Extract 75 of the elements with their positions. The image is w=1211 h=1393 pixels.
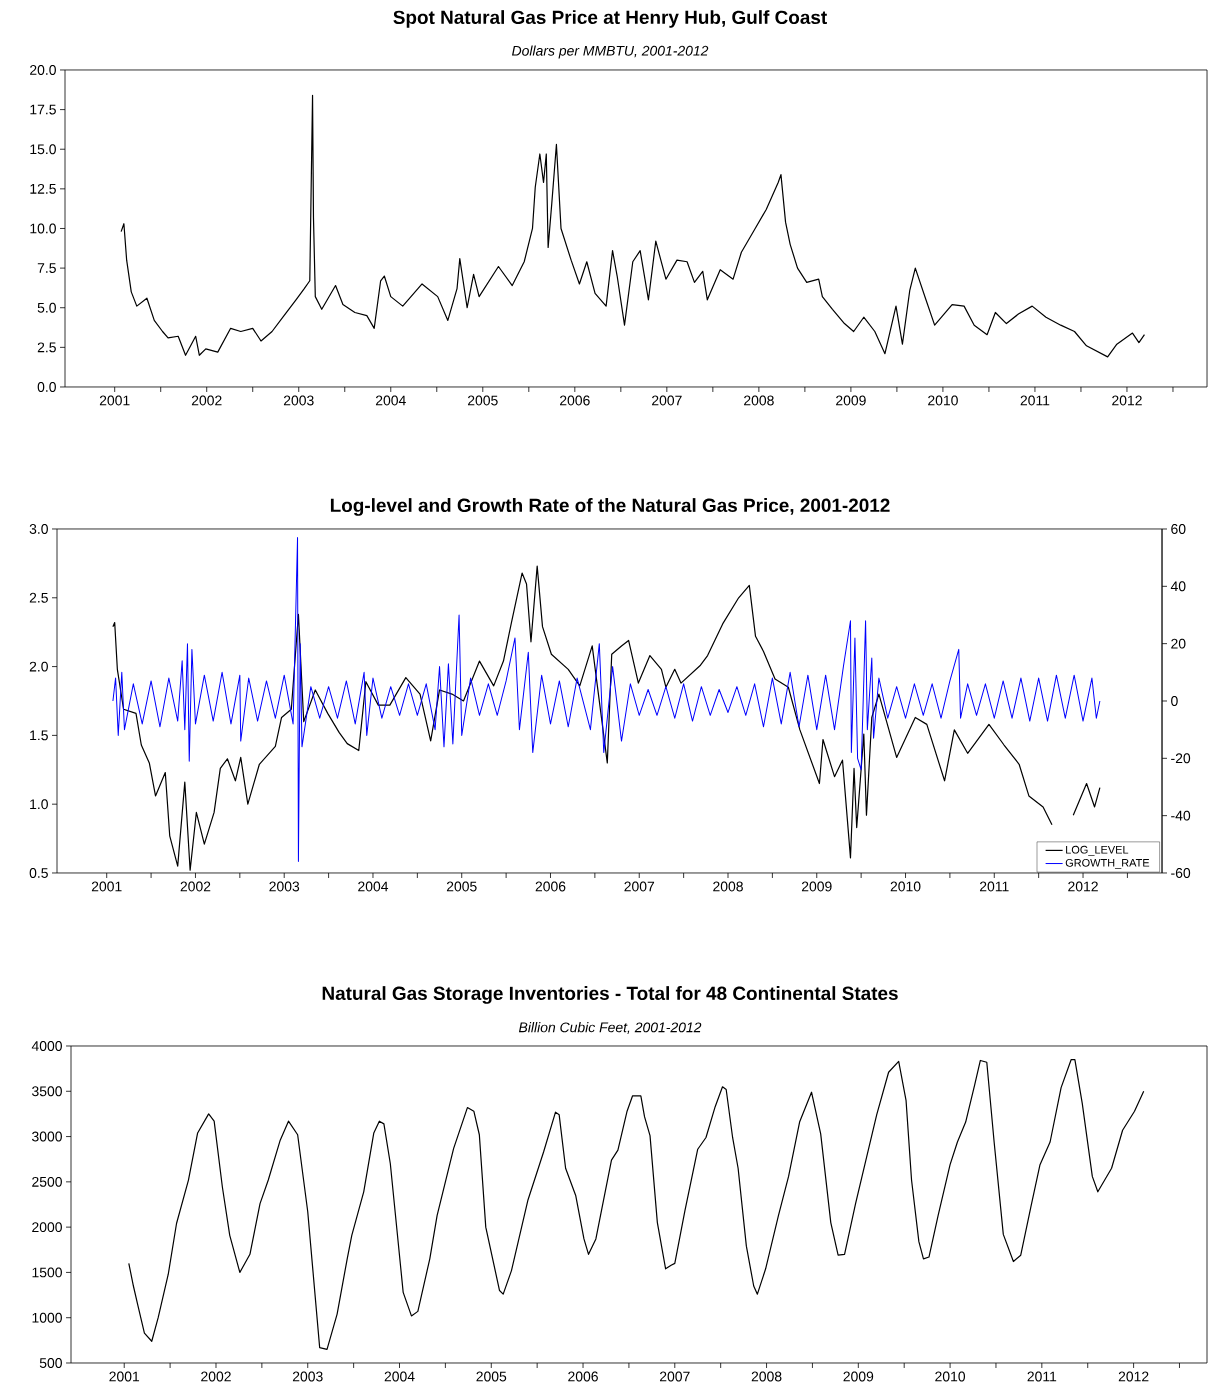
- y-tick-label: 3000: [32, 1131, 62, 1142]
- x-tick-label: 2008: [744, 395, 774, 406]
- x-tick-label: 2009: [836, 395, 866, 406]
- y-tick-label: 3500: [32, 1086, 62, 1097]
- y-tick-label: 0.5: [29, 868, 48, 878]
- legend-label: GROWTH_RATE: [1065, 858, 1150, 869]
- y-tick-label: 1500: [32, 1267, 62, 1278]
- y2-tick-label: 0: [1171, 696, 1178, 706]
- line-series: [128, 1058, 1145, 1351]
- x-tick-label: 2002: [191, 395, 222, 406]
- y2-tick-label: 20: [1171, 638, 1186, 649]
- y-tick-label: 2000: [32, 1222, 62, 1233]
- x-tick-label: 2002: [201, 1371, 231, 1382]
- y-tick-label: 1.0: [30, 799, 48, 810]
- y-tick-label: 1.5: [30, 730, 48, 741]
- x-tick-label: 2003: [292, 1371, 323, 1382]
- x-tick-label: 2003: [283, 395, 314, 406]
- x-tick-label: 2002: [180, 881, 211, 892]
- x-tick-label: 2011: [979, 881, 1009, 892]
- x-tick-label: 2008: [751, 1371, 782, 1382]
- y-tick-label: 20.0: [30, 65, 56, 75]
- y-tick-label: 0.0: [37, 382, 56, 392]
- y-tick-label: 2.5: [29, 592, 48, 603]
- chart-title: Natural Gas Storage Inventories - Total for 48 Continental States: [322, 986, 898, 1004]
- x-tick-label: 2008: [713, 881, 743, 892]
- y-tick-label: 10.0: [30, 223, 56, 234]
- y-tick-label: 4000: [31, 1041, 62, 1051]
- y-tick-label: 500: [39, 1358, 62, 1368]
- x-tick-label: 2011: [1027, 1371, 1057, 1382]
- x-tick-label: 2012: [1068, 881, 1098, 892]
- x-tick-label: 2007: [659, 1371, 690, 1382]
- x-tick-label: 2009: [843, 1371, 874, 1382]
- y-tick-label: 1000: [32, 1312, 62, 1323]
- x-tick-label: 2005: [467, 395, 498, 406]
- legend-label: LOG_LEVEL: [1066, 845, 1129, 856]
- y2-tick-label: 40: [1170, 581, 1186, 592]
- y2-tick-label: -20: [1171, 753, 1191, 764]
- x-tick-label: 2011: [1020, 395, 1050, 406]
- x-tick-label: 2012: [1112, 395, 1142, 406]
- x-tick-label: 2012: [1118, 1371, 1149, 1382]
- x-tick-label: 2001: [91, 881, 122, 892]
- y-tick-label: 5.0: [37, 302, 56, 313]
- y-tick-label: 2.5: [37, 342, 56, 353]
- y-tick-label: 17.5: [30, 104, 56, 115]
- x-tick-label: 2005: [476, 1371, 507, 1382]
- y-tick-label: 7.5: [37, 263, 56, 273]
- x-tick-label: 2009: [801, 881, 832, 892]
- x-tick-label: 2006: [560, 395, 590, 406]
- x-tick-label: 2006: [568, 1371, 598, 1382]
- x-tick-label: 2004: [384, 1371, 415, 1382]
- y2-tick-label: -60: [1171, 868, 1191, 878]
- y2-tick-label: -40: [1171, 810, 1191, 821]
- x-tick-label: 2005: [446, 881, 477, 892]
- x-tick-label: 2004: [375, 395, 406, 406]
- x-tick-label: 2010: [890, 881, 921, 892]
- line-series: [120, 94, 1146, 358]
- y-tick-label: 3.0: [29, 524, 48, 534]
- x-tick-label: 2010: [935, 1371, 966, 1382]
- x-tick-label: 2007: [624, 881, 655, 892]
- y-tick-label: 2500: [32, 1176, 62, 1187]
- y-tick-label: 2.0: [29, 661, 48, 672]
- y-tick-label: 15.0: [30, 144, 56, 155]
- x-tick-label: 2001: [109, 1371, 140, 1382]
- x-tick-label: 2004: [358, 881, 389, 892]
- chart-title: Log-level and Growth Rate of the Natural Gas Price, 2001-2012: [330, 498, 890, 516]
- chart-title: Spot Natural Gas Price at Henry Hub, Gulf Coast: [393, 10, 827, 28]
- x-tick-label: 2001: [99, 395, 130, 406]
- y2-tick-label: 60: [1171, 524, 1186, 534]
- chart-subtitle: Dollars per MMBTU, 2001-2012: [511, 45, 709, 59]
- x-tick-label: 2003: [269, 881, 300, 892]
- y-tick-label: 12.5: [30, 183, 56, 194]
- x-tick-label: 2007: [652, 395, 682, 406]
- x-tick-label: 2010: [928, 395, 958, 406]
- x-tick-label: 2006: [535, 881, 566, 892]
- chart-subtitle: Billion Cubic Feet, 2001-2012: [518, 1022, 702, 1034]
